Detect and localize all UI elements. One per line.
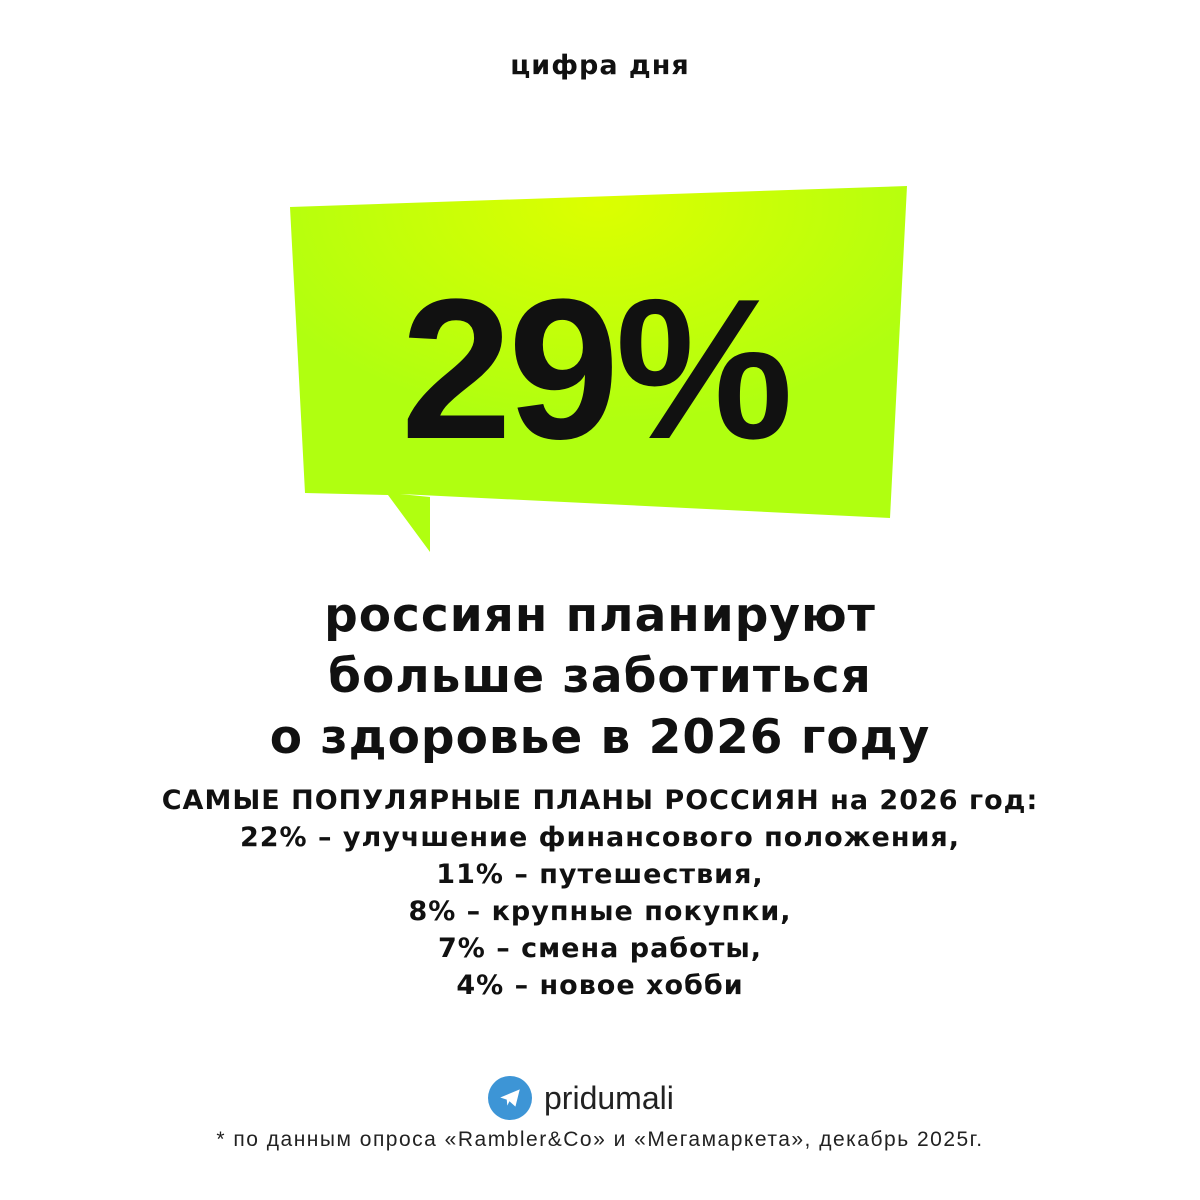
headline-line: россиян планируют: [324, 588, 876, 643]
plan-item: 8% – крупные покупки,: [408, 896, 792, 927]
headline: россиян планируют больше заботиться о зд…: [0, 585, 1200, 768]
plans-list: САМЫЕ ПОПУЛЯРНЫЕ ПЛАНЫ РОССИЯН на 2026 г…: [0, 782, 1200, 1004]
plan-item: 7% – смена работы,: [437, 933, 763, 964]
plan-item: 11% – путешествия,: [436, 859, 764, 890]
telegram-icon: [488, 1076, 532, 1120]
headline-line: больше заботиться: [328, 649, 872, 704]
headline-figure: 29%: [400, 258, 793, 481]
kicker-label: цифра дня: [510, 50, 690, 81]
plans-title: САМЫЕ ПОПУЛЯРНЫЕ ПЛАНЫ РОССИЯН на 2026 г…: [161, 785, 1039, 816]
brand-name: pridumali: [544, 1079, 674, 1116]
plan-item: 4% – новое хобби: [456, 970, 744, 1001]
plan-item: 22% – улучшение финансового положения,: [239, 822, 961, 853]
brand[interactable]: pridumali: [488, 1076, 674, 1120]
headline-line: о здоровье в 2026 году: [269, 710, 931, 765]
source-footnote: * по данным опроса «Rambler&Co» и «Мегам…: [216, 1128, 984, 1151]
